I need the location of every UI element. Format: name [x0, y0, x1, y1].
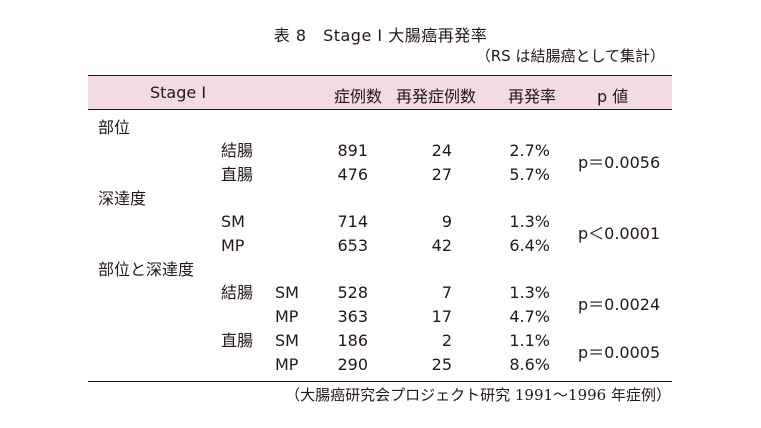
section-site-depth: 部位と深達度	[98, 260, 195, 279]
p-value-rectum-depth: p＝0.0005	[578, 343, 661, 362]
header-cases: 症例数	[334, 87, 383, 106]
row-recurrence-cases: 27	[431, 165, 452, 184]
table-title: 表 8 Stage Ⅰ 大腸癌再発率	[273, 26, 488, 45]
row-label: 直腸	[221, 165, 254, 184]
recurrence-table: Stage Ⅰ 症例数 再発症例数 再発率 p 値 部位 深達度 部位と深達度 …	[88, 75, 672, 382]
row-recurrence-rate: 5.7%	[509, 165, 550, 184]
section-site: 部位	[98, 118, 131, 137]
table-subtitle: （RS は結腸癌として集計）	[475, 47, 665, 65]
row-label: 結腸	[221, 283, 254, 302]
row-cases: 528	[337, 283, 368, 302]
row-cases: 653	[337, 236, 368, 255]
row-cases: 290	[337, 355, 368, 374]
table-header: Stage Ⅰ 症例数 再発症例数 再発率 p 値	[88, 76, 672, 110]
row-recurrence-rate: 8.6%	[509, 355, 550, 374]
row-cases: 714	[337, 212, 368, 231]
row-recurrence-cases: 25	[431, 355, 452, 374]
row-cases: 186	[337, 331, 368, 350]
row-recurrence-cases: 9	[441, 212, 452, 231]
row-recurrence-rate: 1.3%	[509, 283, 550, 302]
p-value-colon-depth: p＝0.0024	[578, 295, 661, 314]
row-recurrence-rate: 6.4%	[509, 236, 550, 255]
row-sublabel: MP	[275, 355, 299, 374]
source-footnote: （大腸癌研究会プロジェクト研究 1991〜1996 年症例）	[285, 386, 671, 404]
row-recurrence-cases: 7	[441, 283, 452, 302]
row-recurrence-rate: 4.7%	[509, 307, 550, 326]
header-recurrence-rate: 再発率	[508, 87, 557, 106]
row-sublabel: SM	[275, 283, 299, 302]
row-recurrence-rate: 1.1%	[509, 331, 550, 350]
row-cases: 891	[337, 141, 368, 160]
row-recurrence-cases: 24	[431, 141, 452, 160]
row-label: 結腸	[221, 141, 254, 160]
row-recurrence-rate: 2.7%	[509, 141, 550, 160]
row-recurrence-cases: 17	[431, 307, 452, 326]
table-body: 部位 深達度 部位と深達度 結腸 891 24 2.7% 直腸 476 27 5…	[88, 110, 672, 381]
header-p-value: p 値	[597, 87, 629, 106]
section-depth: 深達度	[98, 189, 147, 208]
row-recurrence-cases: 2	[441, 331, 452, 350]
row-sublabel: SM	[275, 331, 299, 350]
row-recurrence-cases: 42	[431, 236, 452, 255]
header-recurrence-cases: 再発症例数	[396, 87, 477, 106]
row-label: 直腸	[221, 331, 254, 350]
row-label: SM	[221, 212, 245, 231]
row-cases: 476	[337, 165, 368, 184]
row-recurrence-rate: 1.3%	[509, 212, 550, 231]
p-value-site: p＝0.0056	[578, 153, 661, 172]
header-stage: Stage Ⅰ	[150, 83, 207, 102]
p-value-depth: p＜0.0001	[578, 224, 661, 243]
row-cases: 363	[337, 307, 368, 326]
row-sublabel: MP	[275, 307, 299, 326]
row-label: MP	[221, 236, 245, 255]
